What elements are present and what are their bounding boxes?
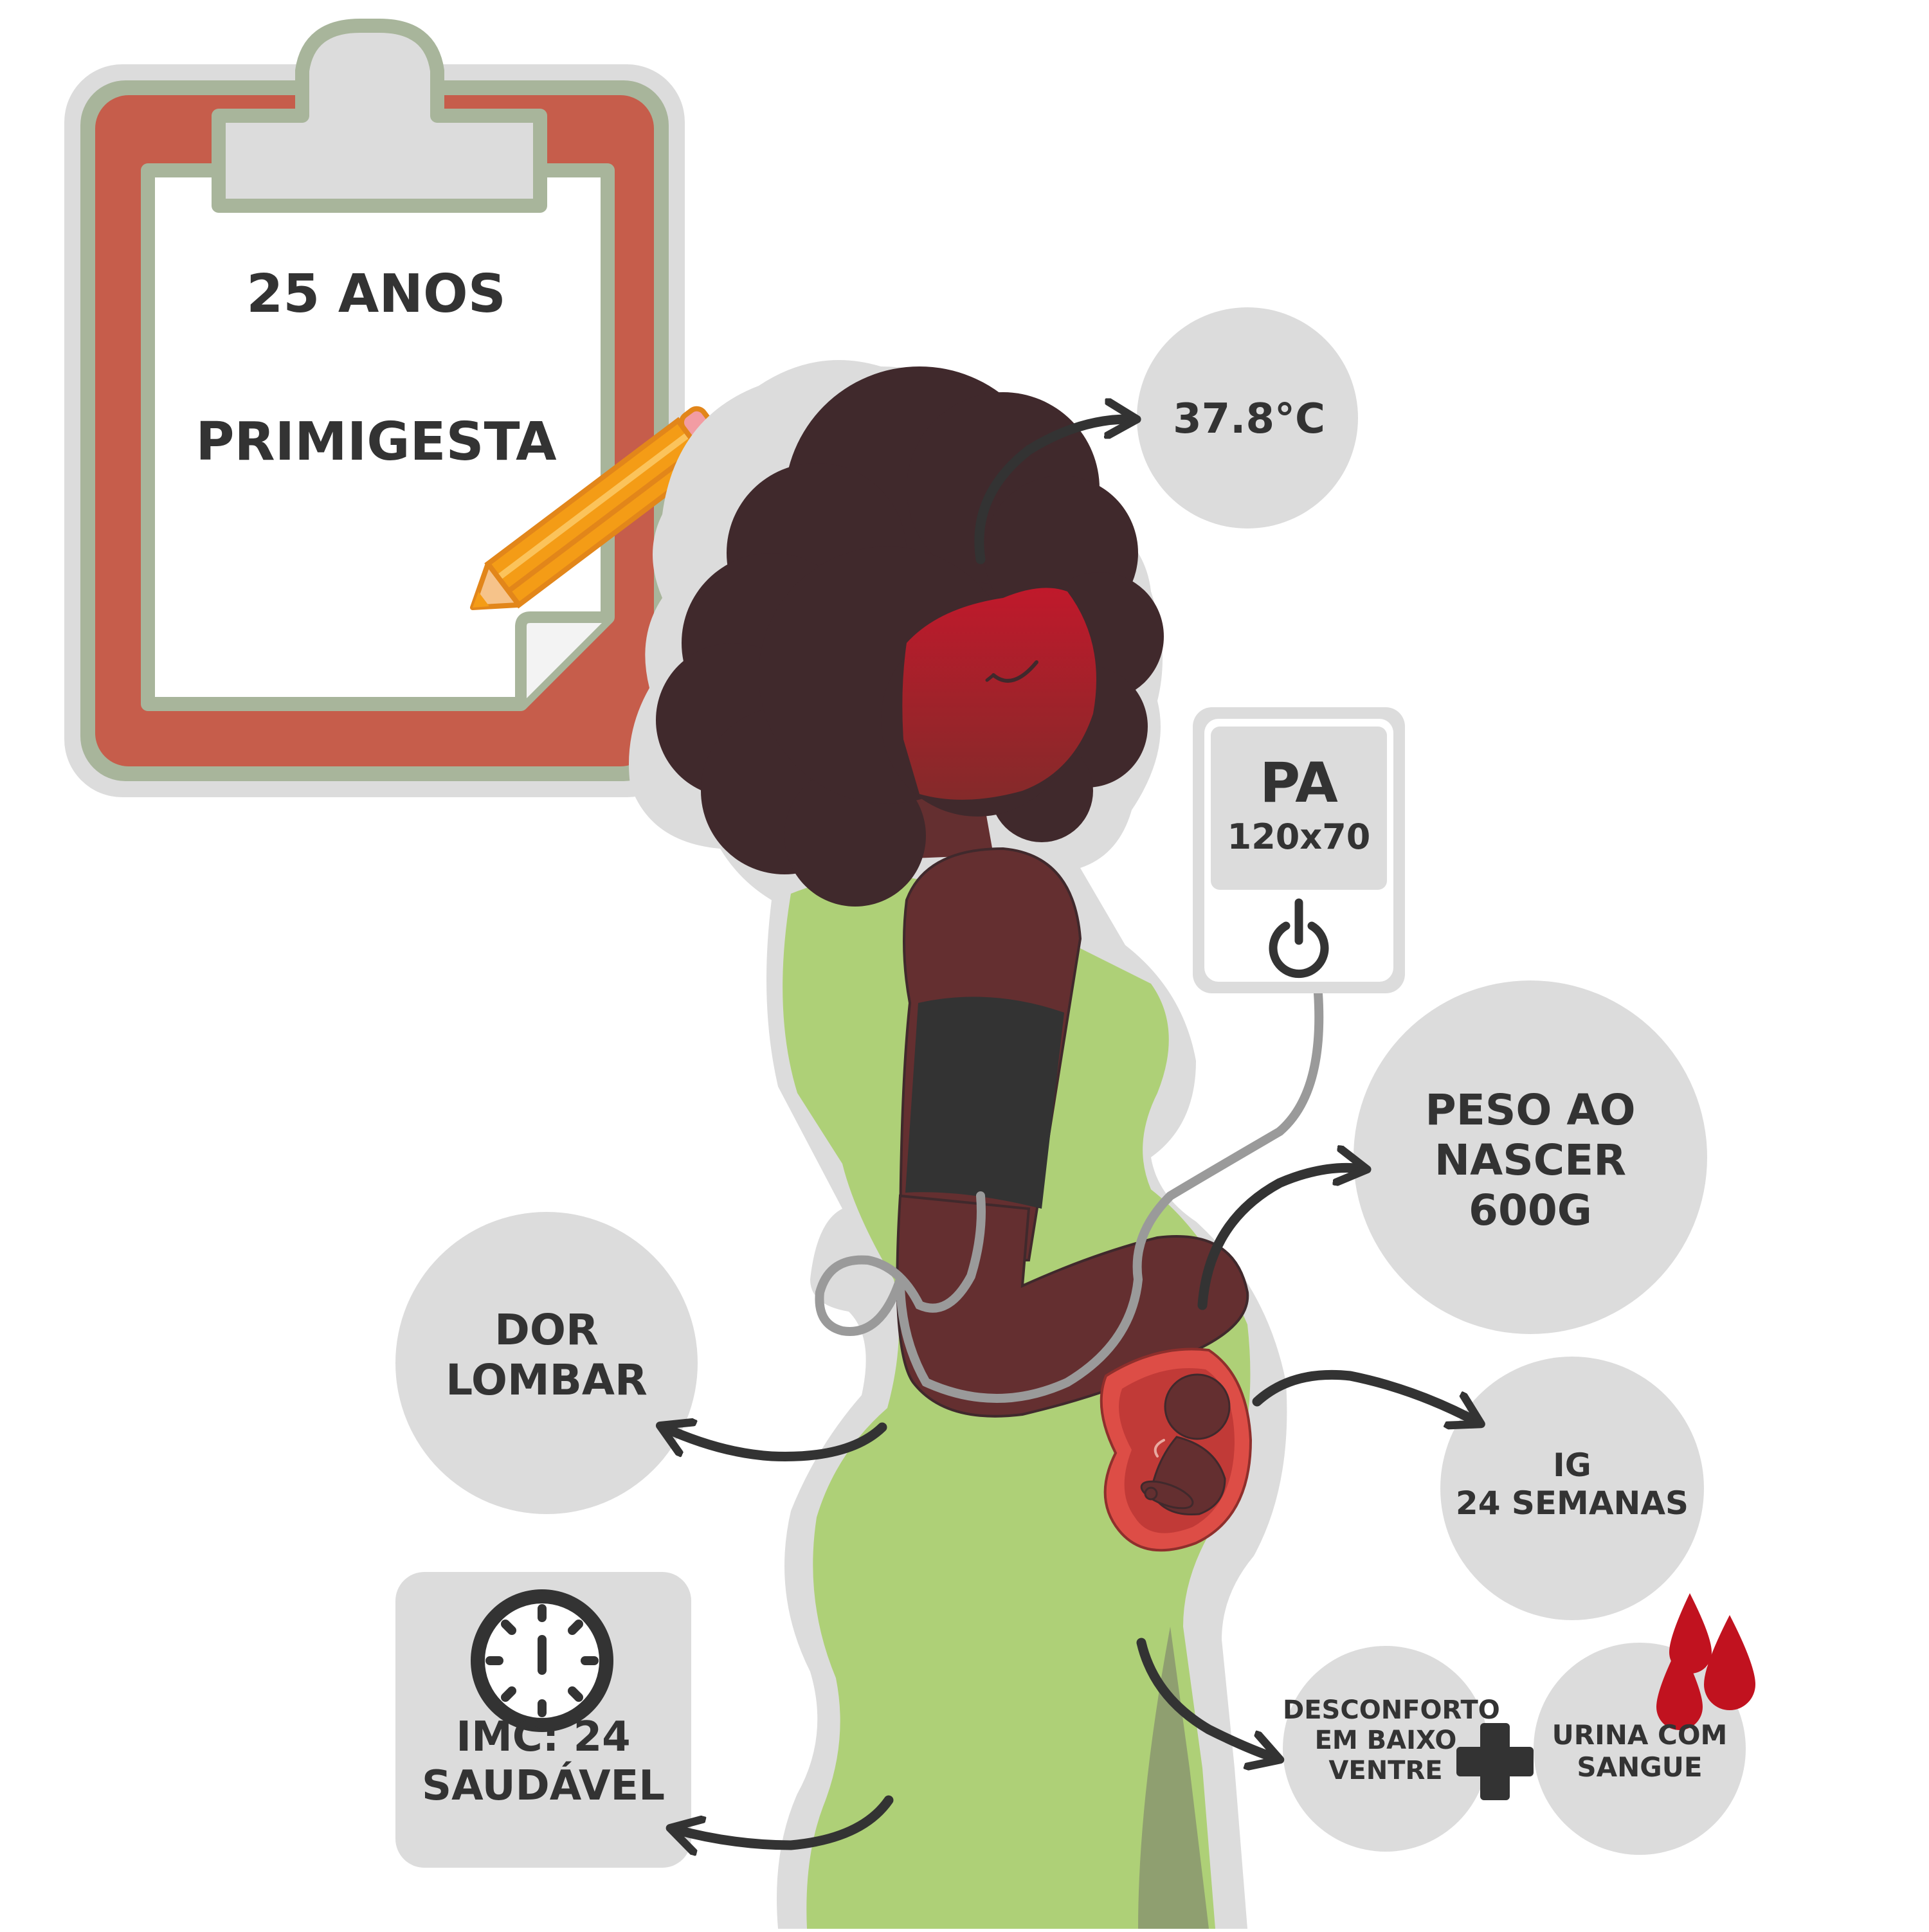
age-label: 25 ANOS (246, 264, 506, 325)
bp-title: PA (1260, 751, 1338, 815)
lower-abdomen-line: VENTRE (1328, 1756, 1443, 1786)
bmi-label: IMC: 24 SAUDÁVEL (395, 1713, 691, 1810)
bmi-line: IMC: 24 (456, 1713, 631, 1761)
primigesta-label: PRIMIGESTA (195, 411, 557, 473)
blood-pressure-monitor (1193, 707, 1405, 993)
lower-abdomen-bubble (1283, 1646, 1489, 1852)
gestational-age-label: IG 24 SEMANAS (1453, 1447, 1691, 1522)
arrows (664, 419, 1478, 1845)
plus-icon (1456, 1723, 1534, 1800)
arrow-lower-abdomen (1136, 1638, 1276, 1758)
back-pain-bubble (395, 1212, 698, 1514)
lower-abdomen-line: DESCONFORTO (1283, 1695, 1500, 1725)
lower-abdomen-line: EM BAIXO (1314, 1726, 1457, 1756)
blood-drops-icon (1656, 1593, 1755, 1730)
arrow-birth-weight (1197, 1168, 1363, 1310)
arrow-bmi (674, 1795, 894, 1845)
urine-line: URINA COM (1552, 1719, 1728, 1751)
temperature-value: 37.8°C (1173, 395, 1325, 443)
urine-line: SANGUE (1577, 1751, 1703, 1783)
pregnant-woman-figure (629, 360, 1324, 1929)
birth-weight-line: PESO AO (1425, 1085, 1636, 1135)
birth-weight-line: 600G (1469, 1185, 1592, 1235)
urine-label: URINA COM SANGUE (1537, 1719, 1743, 1783)
back-pain-line: DOR (494, 1305, 599, 1355)
gestational-age-line: IG (1553, 1447, 1591, 1484)
temperature-bubble (1137, 307, 1358, 528)
birth-weight-bubble (1354, 980, 1707, 1334)
gestational-age-bubble (1440, 1357, 1704, 1620)
birth-weight-line: NASCER (1434, 1135, 1627, 1185)
back-pain-label: DOR LOMBAR (412, 1305, 682, 1405)
bp-display (1211, 727, 1387, 890)
gestational-age-line: 24 SEMANAS (1455, 1485, 1689, 1522)
arrow-temperature (974, 419, 1133, 564)
scale-icon (471, 1589, 613, 1732)
arrow-back-pain (664, 1427, 887, 1461)
bp-value: 120x70 (1227, 817, 1371, 857)
arrow-gestational-age (1252, 1369, 1478, 1422)
lower-abdomen-label: DESCONFORTO EM BAIXO VENTRE (1283, 1695, 1500, 1787)
back-pain-line: LOMBAR (446, 1355, 648, 1405)
bmi-line: SAUDÁVEL (422, 1762, 665, 1810)
birth-weight-label: PESO AO NASCER 600G (1370, 1085, 1691, 1236)
power-icon[interactable] (1269, 898, 1329, 979)
